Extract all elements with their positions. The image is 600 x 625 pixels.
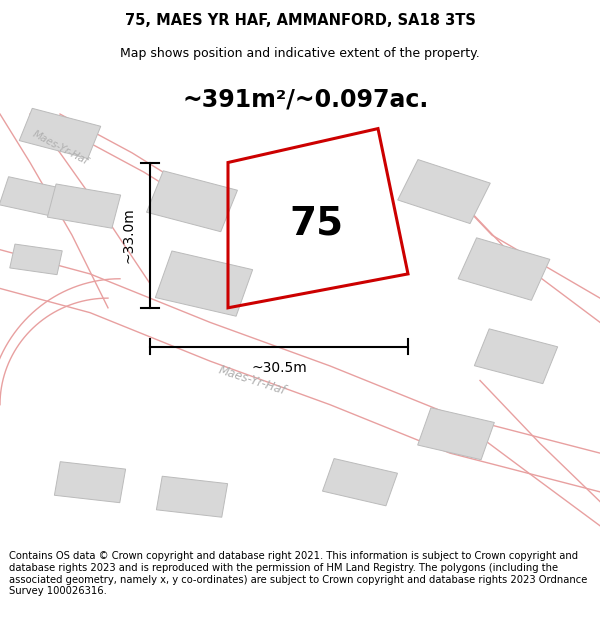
Polygon shape — [157, 476, 227, 518]
Polygon shape — [155, 251, 253, 316]
Text: Contains OS data © Crown copyright and database right 2021. This information is : Contains OS data © Crown copyright and d… — [9, 551, 587, 596]
Polygon shape — [146, 171, 238, 232]
Text: Maes-Yr-Haf: Maes-Yr-Haf — [31, 129, 89, 167]
Text: ~33.0m: ~33.0m — [121, 208, 135, 263]
Polygon shape — [458, 238, 550, 301]
Text: ~30.5m: ~30.5m — [251, 361, 307, 375]
Polygon shape — [10, 244, 62, 274]
Polygon shape — [398, 159, 490, 224]
Text: 75: 75 — [289, 204, 344, 242]
Polygon shape — [19, 108, 101, 159]
Polygon shape — [418, 408, 494, 460]
Polygon shape — [322, 459, 398, 506]
Text: Map shows position and indicative extent of the property.: Map shows position and indicative extent… — [120, 48, 480, 60]
Text: Maes-Yr-Haf: Maes-Yr-Haf — [217, 364, 287, 398]
Text: ~391m²/~0.097ac.: ~391m²/~0.097ac. — [183, 88, 429, 111]
Polygon shape — [475, 329, 557, 384]
Text: 75, MAES YR HAF, AMMANFORD, SA18 3TS: 75, MAES YR HAF, AMMANFORD, SA18 3TS — [125, 13, 475, 28]
Polygon shape — [47, 184, 121, 228]
Polygon shape — [55, 462, 125, 503]
Polygon shape — [0, 177, 61, 216]
